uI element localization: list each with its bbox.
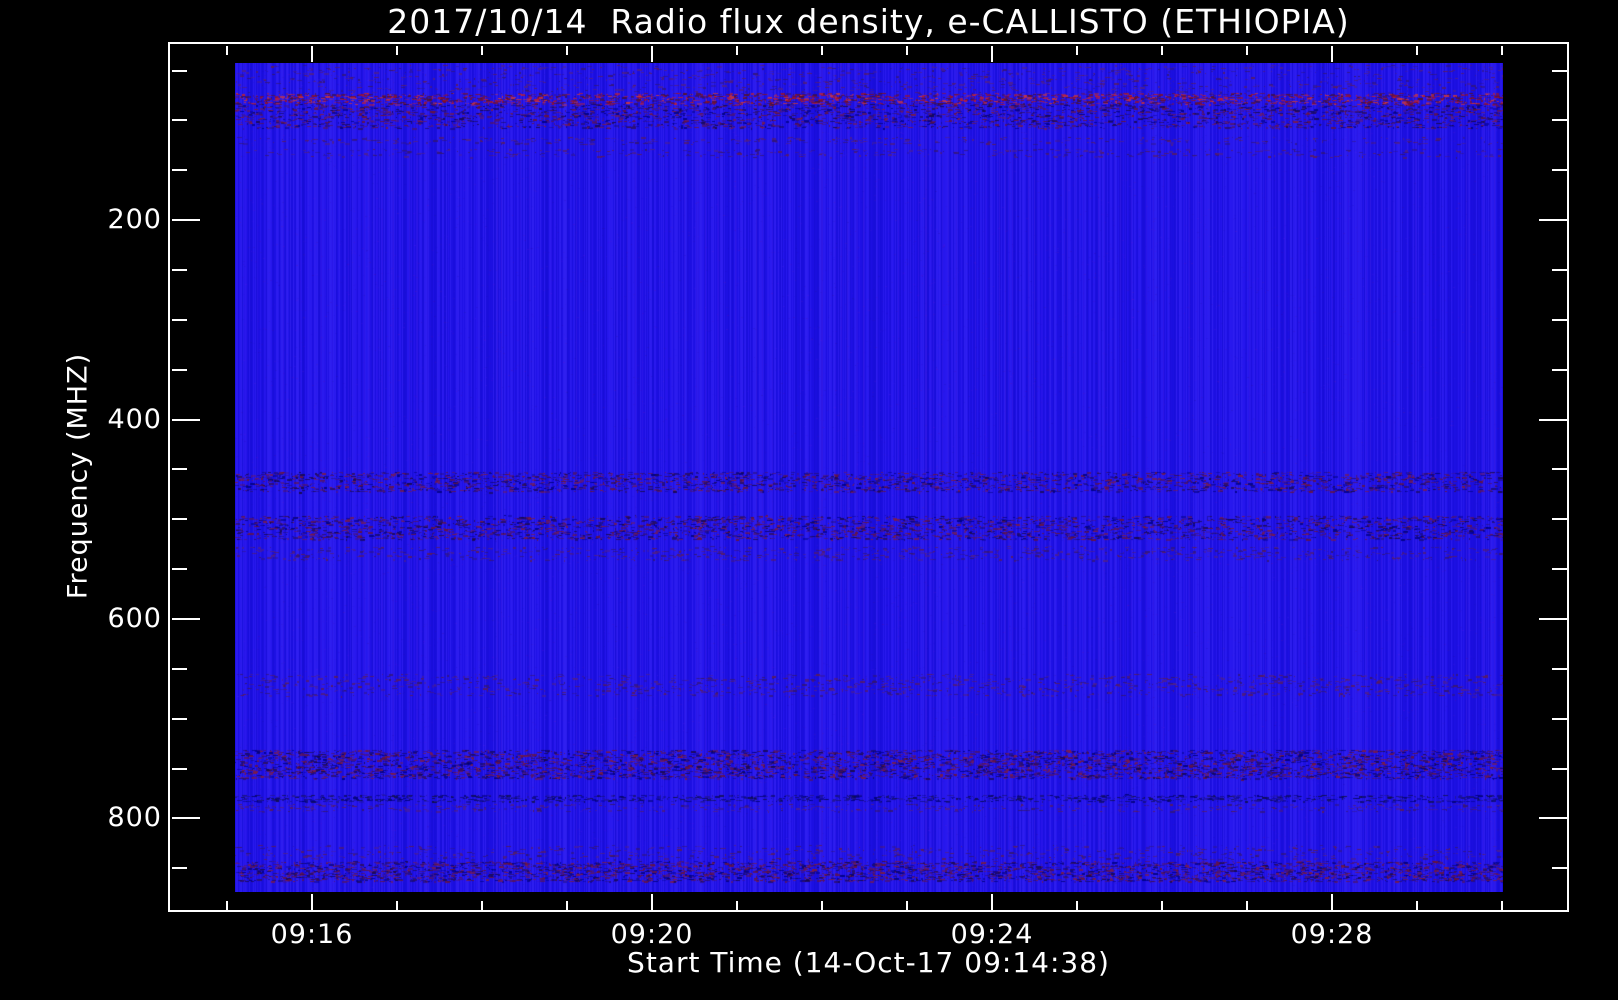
y-tick-minor-left xyxy=(172,668,187,670)
y-tick-major-left xyxy=(172,419,200,421)
y-tick-minor-right xyxy=(1552,70,1567,72)
x-tick-minor-bottom xyxy=(1076,901,1078,910)
plot-frame xyxy=(168,42,1569,912)
y-tick-minor-left xyxy=(172,518,187,520)
y-tick-major-right xyxy=(1539,219,1567,221)
y-tick-minor-right xyxy=(1552,867,1567,869)
y-tick-minor-left xyxy=(172,70,187,72)
x-tick-label: 09:24 xyxy=(950,919,1034,950)
x-tick-major-bottom xyxy=(991,894,993,910)
y-tick-major-right xyxy=(1539,618,1567,620)
x-tick-major-top xyxy=(1331,46,1333,62)
y-tick-major-right xyxy=(1539,419,1567,421)
x-tick-minor-top xyxy=(566,46,568,55)
y-tick-minor-left xyxy=(172,319,187,321)
x-tick-minor-top xyxy=(1501,46,1503,55)
y-tick-label: 600 xyxy=(107,603,162,634)
x-tick-minor-top xyxy=(1076,46,1078,55)
y-tick-label: 400 xyxy=(107,404,162,435)
y-tick-minor-left xyxy=(172,468,187,470)
y-tick-minor-left xyxy=(172,718,187,720)
y-tick-major-left xyxy=(172,817,200,819)
x-tick-minor-bottom xyxy=(1246,901,1248,910)
x-tick-minor-top xyxy=(1246,46,1248,55)
x-tick-label: 09:28 xyxy=(1290,919,1374,950)
y-tick-minor-right xyxy=(1552,119,1567,121)
y-tick-minor-right xyxy=(1552,718,1567,720)
x-tick-minor-bottom xyxy=(1416,901,1418,910)
x-tick-minor-bottom xyxy=(906,901,908,910)
y-tick-minor-right xyxy=(1552,568,1567,570)
y-tick-minor-left xyxy=(172,119,187,121)
y-tick-minor-right xyxy=(1552,768,1567,770)
y-tick-major-right xyxy=(1539,817,1567,819)
x-tick-minor-bottom xyxy=(1161,901,1163,910)
x-tick-minor-bottom xyxy=(566,901,568,910)
y-tick-minor-right xyxy=(1552,468,1567,470)
y-tick-minor-left xyxy=(172,369,187,371)
y-tick-minor-left xyxy=(172,169,187,171)
x-tick-minor-top xyxy=(821,46,823,55)
y-tick-minor-right xyxy=(1552,369,1567,371)
spectrogram-image xyxy=(235,63,1503,892)
x-tick-minor-bottom xyxy=(1501,901,1503,910)
y-tick-major-left xyxy=(172,219,200,221)
y-tick-minor-left xyxy=(172,867,187,869)
x-tick-major-top xyxy=(991,46,993,62)
x-tick-minor-top xyxy=(1416,46,1418,55)
x-axis-title: Start Time (14-Oct-17 09:14:38) xyxy=(627,946,1110,979)
y-tick-minor-left xyxy=(172,269,187,271)
y-tick-major-left xyxy=(172,618,200,620)
y-tick-minor-right xyxy=(1552,319,1567,321)
x-tick-minor-bottom xyxy=(481,901,483,910)
chart-title: 2017/10/14 Radio flux density, e-CALLIST… xyxy=(387,2,1350,41)
x-tick-label: 09:16 xyxy=(270,919,354,950)
x-tick-minor-top xyxy=(1161,46,1163,55)
x-tick-major-bottom xyxy=(311,894,313,910)
x-tick-major-top xyxy=(651,46,653,62)
x-tick-major-bottom xyxy=(651,894,653,910)
x-tick-minor-bottom xyxy=(396,901,398,910)
x-tick-minor-top xyxy=(906,46,908,55)
y-tick-minor-right xyxy=(1552,169,1567,171)
y-tick-minor-left xyxy=(172,768,187,770)
x-tick-minor-top xyxy=(736,46,738,55)
y-tick-minor-right xyxy=(1552,269,1567,271)
y-tick-minor-right xyxy=(1552,518,1567,520)
x-tick-minor-bottom xyxy=(736,901,738,910)
y-tick-label: 200 xyxy=(107,204,162,235)
x-tick-minor-top xyxy=(481,46,483,55)
y-axis-title: Frequency (MHZ) xyxy=(62,352,94,600)
x-tick-label: 09:20 xyxy=(610,919,694,950)
x-tick-major-bottom xyxy=(1331,894,1333,910)
y-tick-minor-right xyxy=(1552,668,1567,670)
x-tick-minor-top xyxy=(226,46,228,55)
y-tick-minor-left xyxy=(172,568,187,570)
x-tick-major-top xyxy=(311,46,313,62)
x-tick-minor-top xyxy=(396,46,398,55)
x-tick-minor-bottom xyxy=(226,901,228,910)
y-tick-label: 800 xyxy=(107,802,162,833)
x-tick-minor-bottom xyxy=(821,901,823,910)
